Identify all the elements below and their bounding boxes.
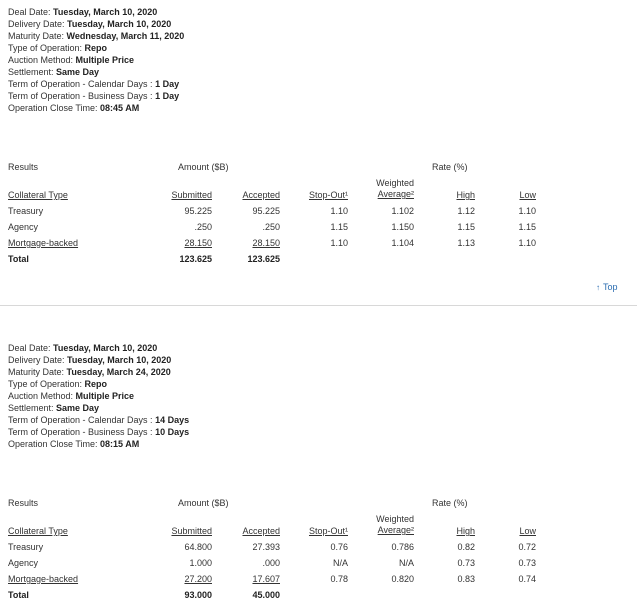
deal-date-line: Deal Date: Tuesday, March 10, 2020: [8, 343, 158, 353]
row-treasury-weighted-average: 0.786: [391, 542, 414, 552]
row-treasury-submitted: 64.800: [184, 542, 212, 552]
row-agency-submitted: .250: [194, 222, 212, 232]
auction-method-line: Auction Method: Multiple Price: [8, 55, 135, 65]
row-treasury-stop-out: 1.10: [330, 206, 348, 216]
row-mortgage-type: Mortgage-backed: [8, 574, 79, 584]
back-to-top-link[interactable]: ↑ Top: [596, 282, 618, 293]
maturity-date-line: Maturity Date: Tuesday, March 24, 2020: [8, 367, 171, 377]
row-mortgage-submitted: 28.150: [184, 238, 212, 248]
row-mortgage-weighted-average: 0.820: [391, 574, 414, 584]
row-mortgage-stop-out: 1.10: [330, 238, 348, 248]
row-agency-low: 1.15: [518, 222, 536, 232]
collateral-type-header: Collateral Type: [8, 526, 68, 536]
row-mortgage-accepted: 28.150: [252, 238, 280, 248]
row-mortgage-weighted-average: 1.104: [391, 238, 414, 248]
row-agency-stop-out: 1.15: [330, 222, 348, 232]
weighted-header-line1: Weighted: [376, 178, 414, 188]
operation-type-line: Type of Operation: Repo: [8, 379, 108, 389]
row-treasury-high: 0.82: [457, 542, 475, 552]
row-agency-submitted: 1.000: [189, 558, 212, 568]
stop-out-header: Stop-Out¹: [308, 190, 348, 200]
low-header: Low: [519, 190, 536, 200]
row-treasury-accepted: 27.393: [252, 542, 280, 552]
amount-label: Amount ($B): [178, 162, 229, 172]
row-mortgage-high: 0.83: [457, 574, 475, 584]
row-mortgage-low: 1.10: [518, 238, 536, 248]
deal-date-line: Deal Date: Tuesday, March 10, 2020: [8, 7, 158, 17]
total-accepted: 45.000: [252, 590, 280, 600]
results-label: Results: [8, 498, 39, 508]
row-treasury-weighted-average: 1.102: [391, 206, 414, 216]
row-treasury-submitted: 95.225: [184, 206, 212, 216]
calendar-days-line: Term of Operation - Calendar Days : 1 Da…: [8, 79, 180, 89]
total-label: Total: [8, 254, 29, 264]
row-agency-weighted-average: 1.150: [391, 222, 414, 232]
accepted-header: Accepted: [242, 190, 280, 200]
accepted-header: Accepted: [242, 526, 280, 536]
row-agency-high: 1.15: [457, 222, 475, 232]
row-mortgage-low: 0.74: [518, 574, 536, 584]
weighted-average-header: Average²: [377, 525, 414, 535]
row-treasury-low: 0.72: [518, 542, 536, 552]
delivery-date-line: Delivery Date: Tuesday, March 10, 2020: [8, 19, 172, 29]
settlement-line: Settlement: Same Day: [8, 403, 100, 413]
close-time-line: Operation Close Time: 08:15 AM: [8, 439, 140, 449]
submitted-header: Submitted: [171, 190, 212, 200]
submitted-header: Submitted: [171, 526, 212, 536]
rate-label: Rate (%): [432, 498, 468, 508]
operation-2-details: Deal Date: Tuesday, March 10, 2020 Deliv…: [8, 342, 189, 450]
section-divider: [0, 305, 637, 306]
row-treasury-accepted: 95.225: [252, 206, 280, 216]
weighted-header-line1: Weighted: [376, 514, 414, 524]
low-header: Low: [519, 526, 536, 536]
high-header: High: [456, 526, 475, 536]
row-mortgage-high: 1.13: [457, 238, 475, 248]
auction-method-line: Auction Method: Multiple Price: [8, 391, 135, 401]
delivery-date-line: Delivery Date: Tuesday, March 10, 2020: [8, 355, 172, 365]
calendar-days-line: Term of Operation - Calendar Days : 14 D…: [8, 415, 190, 425]
row-treasury-high: 1.12: [457, 206, 475, 216]
row-agency-accepted: .000: [262, 558, 280, 568]
total-submitted: 123.625: [179, 254, 212, 264]
high-header: High: [456, 190, 475, 200]
total-accepted: 123.625: [247, 254, 280, 264]
row-treasury-type: Treasury: [8, 542, 44, 552]
business-days-line: Term of Operation - Business Days : 1 Da…: [8, 91, 180, 101]
row-agency-stop-out: N/A: [332, 558, 348, 568]
row-agency-low: 0.73: [518, 558, 536, 568]
collateral-type-header: Collateral Type: [8, 190, 68, 200]
close-time-line: Operation Close Time: 08:45 AM: [8, 103, 140, 113]
weighted-average-header: Average²: [377, 189, 414, 199]
row-mortgage-submitted: 27.200: [184, 574, 212, 584]
row-agency-weighted-average: N/A: [398, 558, 414, 568]
row-mortgage-accepted: 17.607: [252, 574, 280, 584]
stop-out-header: Stop-Out¹: [308, 526, 348, 536]
row-mortgage-type: Mortgage-backed: [8, 238, 79, 248]
row-agency-type: Agency: [8, 558, 39, 568]
row-treasury-low: 1.10: [518, 206, 536, 216]
settlement-line: Settlement: Same Day: [8, 67, 100, 77]
business-days-line: Term of Operation - Business Days : 10 D…: [8, 427, 190, 437]
amount-label: Amount ($B): [178, 498, 229, 508]
results-label: Results: [8, 162, 39, 172]
total-label: Total: [8, 590, 29, 600]
arrow-up-icon: ↑: [596, 283, 600, 292]
rate-label: Rate (%): [432, 162, 468, 172]
row-mortgage-stop-out: 0.78: [330, 574, 348, 584]
row-agency-high: 0.73: [457, 558, 475, 568]
row-agency-type: Agency: [8, 222, 39, 232]
maturity-date-line: Maturity Date: Wednesday, March 11, 2020: [8, 31, 185, 41]
operation-1-details: Deal Date: Tuesday, March 10, 2020 Deliv…: [8, 6, 184, 114]
row-agency-accepted: .250: [262, 222, 280, 232]
operation-type-line: Type of Operation: Repo: [8, 43, 108, 53]
row-treasury-type: Treasury: [8, 206, 44, 216]
total-submitted: 93.000: [184, 590, 212, 600]
row-treasury-stop-out: 0.76: [330, 542, 348, 552]
back-to-top-label: Top: [603, 282, 618, 292]
